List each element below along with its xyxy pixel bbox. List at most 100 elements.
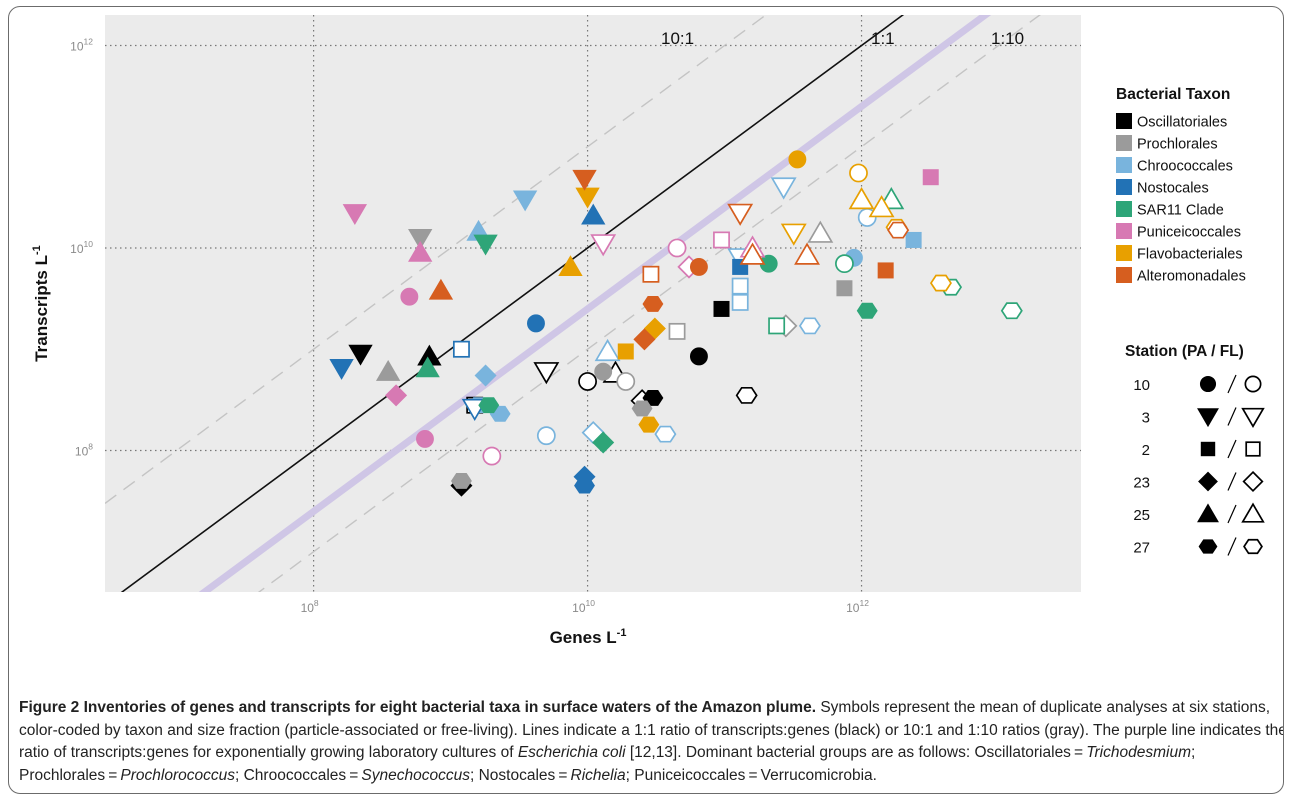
x-tick-label-2: 1012 [846, 598, 869, 615]
caption-sep-4: ; Puniceicoccales = Verrucomicrobia. [625, 766, 877, 784]
point-pun-triangle-down-pa-58 [342, 204, 368, 226]
point-sar-square-fl-52 [768, 317, 786, 335]
x-tick-exponent-2: 12 [859, 598, 869, 608]
point-pun-square-pa-69 [922, 169, 939, 186]
point-alt-circle-pa-86 [689, 257, 708, 276]
y-axis-title-sup: -1 [31, 245, 43, 255]
legend-station-27: 27 [1133, 540, 1150, 557]
legend-station-27-slash [1227, 537, 1237, 556]
point-nos-circle-pa-41 [527, 314, 545, 333]
point-pro-circle-fl-17 [616, 372, 636, 391]
figure-caption: Figure 2 Inventories of genes and transc… [19, 697, 1284, 787]
point-chr-hexagon-fl-30 [654, 425, 677, 443]
legend-station-3: 3 [1142, 410, 1150, 427]
point-alt-hexagon-pa-85 [642, 295, 664, 312]
legend-label-osc: Oscillatoriales [1137, 115, 1227, 131]
legend-station-3-fl-icon [1241, 407, 1265, 428]
legend-label-sar: SAR11 Clade [1137, 203, 1224, 219]
point-pro-square-pa-21 [836, 280, 853, 297]
point-alt-triangle-up-fl-89 [739, 242, 766, 265]
legend-station-3-pa-icon [1197, 408, 1219, 428]
point-pun-circle-pa-62 [416, 429, 434, 448]
legend-station-2-pa-icon [1200, 441, 1216, 457]
point-alt-triangle-down-pa-82 [572, 169, 597, 191]
caption-title: Figure 2 Inventories of genes and transc… [19, 699, 817, 716]
point-fla-hexagon-fl-81 [929, 274, 952, 292]
caption-genus-1: Trichodesmium [1086, 744, 1191, 761]
legend-swatch-alt [1116, 267, 1132, 283]
point-chr-triangle-down-fl-33 [770, 177, 797, 200]
point-alt-square-fl-87 [642, 265, 660, 283]
point-alt-triangle-down-fl-88 [727, 203, 754, 226]
reference-line-10-to-1 [105, 15, 767, 504]
point-osc-square-pa-9 [713, 300, 730, 317]
point-pro-square-fl-18 [668, 322, 686, 340]
point-pun-triangle-up-pa-59 [408, 240, 433, 262]
legend-station-25-pa-icon [1197, 503, 1219, 523]
point-sar-circle-fl-53 [835, 254, 854, 274]
point-pro-triangle-up-pa-12 [375, 359, 401, 381]
legend-label-chr: Chroococcales [1137, 159, 1233, 175]
legend-label-nos: Nostocales [1137, 181, 1209, 197]
y-tick-exponent-0: 8 [88, 441, 93, 451]
point-fla-circle-fl-77 [849, 163, 868, 183]
y-tick-label-1: 1010 [70, 239, 93, 256]
legend-station-25-slash [1227, 504, 1237, 524]
legend-swatch-fla [1116, 245, 1132, 261]
point-chr-diamond-pa-24 [474, 364, 497, 387]
caption-sep-1: ; Prochlorales = [19, 744, 1196, 784]
y-axis-title: Transcripts L-1 [31, 245, 51, 362]
figure-frame: 10:1 1:1 1:10 108 1010 1012 108 1010 1012 Genes L… [8, 6, 1284, 794]
x-tick-label-0: 108 [301, 598, 319, 615]
point-nos-triangle-down-pa-39 [329, 359, 354, 380]
legend-swatch-nos [1116, 179, 1132, 195]
point-fla-triangle-up-fl-78 [848, 187, 875, 210]
data-points [329, 150, 1023, 497]
point-fla-square-pa-72 [617, 343, 634, 360]
y-tick-exponent-2: 12 [84, 36, 94, 46]
x-tick-exponent-0: 8 [314, 598, 319, 608]
point-sar-triangle-down-pa-47 [473, 234, 498, 256]
caption-text-1: Symbols represent the mean of duplicate … [19, 699, 1284, 761]
y-tick-label-0: 108 [75, 441, 93, 458]
point-pro-circle-pa-15 [594, 362, 613, 381]
point-alt-triangle-up-fl-90 [794, 242, 820, 265]
point-alt-hexagon-fl-92 [887, 221, 910, 239]
caption-genus-2: Prochlorococcus [120, 766, 235, 784]
legend-station-23-fl-icon [1242, 470, 1264, 493]
point-fla-triangle-up-pa-70 [558, 255, 583, 277]
ratio-label-10-to-1: 10:1 [661, 29, 694, 48]
point-chr-square-pa-37 [905, 231, 922, 248]
point-pun-circle-fl-63 [482, 446, 502, 466]
point-pun-circle-fl-65 [667, 238, 687, 258]
x-axis-title: Genes L-1 [550, 627, 627, 647]
caption-text-2: [12,13]. Dominant bacterial groups are a… [625, 744, 1087, 761]
legend-taxon-title: Bacterial Taxon [1116, 86, 1230, 103]
point-pro-hexagon-pa-14 [450, 472, 472, 489]
legend-station-2-fl-icon [1245, 441, 1261, 457]
point-fla-triangle-down-pa-71 [575, 187, 600, 209]
point-pun-square-fl-67 [713, 231, 730, 249]
point-osc-triangle-down-fl-11 [533, 362, 560, 385]
caption-genus-3: Synechococcus [361, 766, 470, 784]
legend-swatch-chr [1116, 157, 1132, 173]
legend-station-3-slash [1227, 407, 1237, 426]
reference-lines [105, 15, 1041, 592]
point-chr-triangle-up-fl-29 [594, 338, 621, 362]
point-chr-square-fl-31 [731, 277, 749, 295]
legend-station-2-slash [1227, 439, 1237, 459]
point-sar-hexagon-pa-55 [856, 302, 878, 319]
legend-swatch-pun [1116, 223, 1132, 239]
point-fla-triangle-up-fl-79 [868, 195, 895, 218]
point-pro-triangle-down-pa-13 [408, 229, 433, 250]
point-osc-triangle-down-pa-0 [348, 344, 373, 366]
point-chr-square-fl-38 [731, 293, 749, 311]
legend-station-10: 10 [1133, 377, 1150, 394]
caption-sep-3: ; Nostocales = [469, 766, 571, 784]
y-tick-label-2: 1012 [70, 36, 93, 53]
ratio-label-1-to-10: 1:10 [991, 29, 1024, 48]
point-pun-diamond-pa-61 [385, 384, 408, 407]
legend-station-2: 2 [1142, 442, 1150, 459]
point-nos-square-fl-40 [452, 340, 470, 358]
